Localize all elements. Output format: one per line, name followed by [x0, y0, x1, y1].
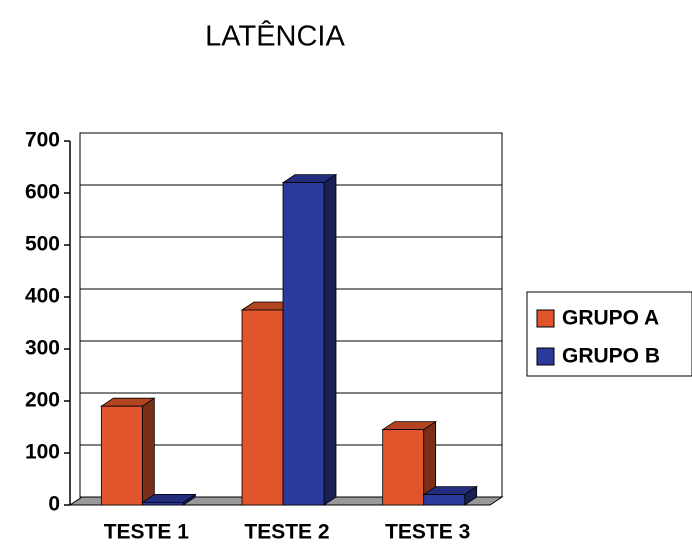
- x-tick-label: TESTE 3: [385, 521, 470, 544]
- bar: [423, 494, 466, 506]
- bar: [241, 309, 284, 506]
- bar: [141, 501, 184, 506]
- y-tick-label: 400: [25, 285, 60, 308]
- legend-swatch: [536, 309, 555, 328]
- y-tick-label: 700: [25, 129, 60, 152]
- x-tick-label: TESTE 1: [104, 521, 190, 544]
- bar-side: [141, 397, 155, 506]
- legend-label: GRUPO B: [562, 345, 660, 368]
- bar: [100, 405, 143, 506]
- y-tick-label: 500: [25, 233, 60, 256]
- y-tick-label: 100: [25, 441, 60, 464]
- bar: [282, 182, 325, 506]
- x-tick-label: TESTE 2: [244, 521, 329, 544]
- bar-side: [323, 173, 337, 506]
- y-tick-label: 200: [25, 389, 60, 412]
- y-tick-label: 300: [25, 337, 60, 360]
- chart-title: LATÊNCIA: [205, 20, 345, 53]
- legend-swatch: [536, 347, 555, 366]
- legend-label: GRUPO A: [562, 307, 659, 330]
- y-tick-label: 600: [25, 181, 60, 204]
- bar: [382, 429, 425, 506]
- y-tick-label: 0: [48, 493, 60, 516]
